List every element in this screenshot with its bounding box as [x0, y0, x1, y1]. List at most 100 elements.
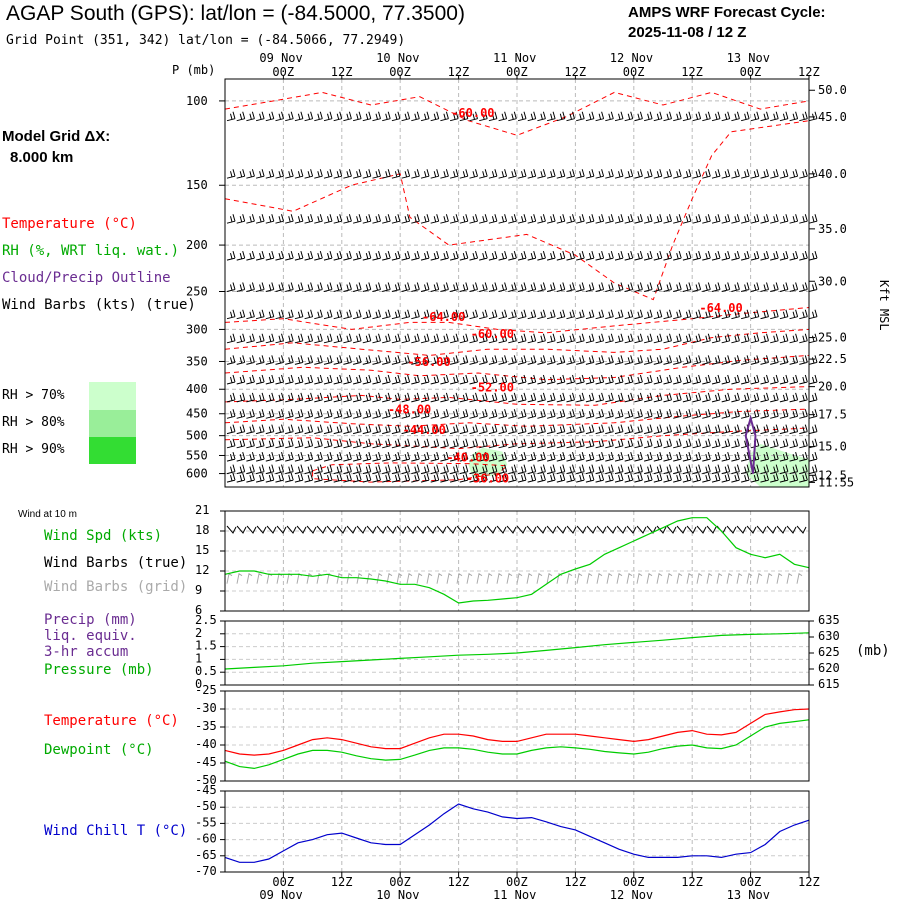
value-tick-label: -40 — [195, 737, 217, 751]
panel-frame — [224, 510, 810, 612]
top-day-label: 09 Nov — [259, 51, 302, 65]
value-tick-label: -55 — [195, 815, 217, 829]
top-hour-label: 00Z — [506, 65, 528, 79]
top-hour-label: 12Z — [681, 65, 703, 79]
temperature-label: -40.00 — [446, 450, 489, 464]
temperature-label: -60.00 — [451, 106, 494, 120]
model-grid-value: 8.000 km — [10, 149, 74, 166]
temperature-label: -64.00 — [699, 301, 742, 315]
wind-barb-row — [226, 472, 818, 483]
pressure-tick-right-label: 620 — [818, 661, 840, 675]
wind10m-title: Wind at 10 m — [18, 509, 77, 520]
wind-barbs — [226, 333, 818, 344]
bottom-hour-label: 00Z — [389, 875, 411, 889]
rh-bin-label: RH > 80% — [2, 415, 65, 430]
bottom-hour-label: 12Z — [448, 875, 470, 889]
legend-cloud: Cloud/Precip Outline — [2, 270, 171, 286]
rh-bin-swatch — [89, 382, 136, 410]
value-tick-label: -45 — [195, 783, 217, 797]
wind-barb-row — [226, 355, 818, 365]
top-day-label: 12 Nov — [610, 51, 653, 65]
temperature-isotherm — [224, 354, 810, 381]
pressure-tick-label: 100 — [186, 94, 208, 108]
rh-bin-label: RH > 90% — [2, 442, 65, 457]
wind-barbs-true — [226, 525, 807, 534]
pressure-tick-label: 300 — [186, 322, 208, 336]
wind-barb-row — [226, 464, 818, 475]
wind-barb-row — [226, 214, 818, 224]
temperature-label: Temperature (°C) — [44, 713, 179, 729]
value-tick-label: -50 — [195, 773, 217, 787]
pressure-tick-right-label: 630 — [818, 629, 840, 643]
legend-wind-barbs: Wind Barbs (kts) (true) — [2, 297, 196, 313]
pressure-axis-title: P (mb) — [172, 63, 215, 77]
temperature-isotherm — [224, 427, 810, 450]
forecast-cycle: AMPS WRF Forecast Cycle: 2025-11-08 / 12… — [628, 3, 826, 43]
temperature-line — [224, 708, 810, 756]
pressure-tick-label: 450 — [186, 407, 208, 421]
pressure-tick-label: 600 — [186, 467, 208, 481]
pressure-tick-label: 500 — [186, 429, 208, 443]
bottom-day-label: 12 Nov — [610, 888, 653, 900]
top-day-label: 10 Nov — [376, 51, 419, 65]
wind-barb-row — [226, 374, 818, 385]
bottom-day-label: 13 Nov — [727, 888, 770, 900]
temperature-label: -44.00 — [403, 423, 446, 437]
wind-chill-label: Wind Chill T (°C) — [44, 823, 188, 839]
height-tick-label: 12.5 — [818, 468, 847, 482]
pressure-tick-label: 400 — [186, 382, 208, 396]
panel-background — [225, 791, 809, 872]
bottom-hour-label: 00Z — [506, 875, 528, 889]
value-tick-label: 0 — [195, 677, 202, 691]
wind-barb-row — [226, 392, 818, 403]
dewpoint-line — [224, 719, 810, 770]
top-hour-label: 00Z — [272, 65, 294, 79]
height-tick-label: 35.0 — [818, 222, 847, 236]
wind-barb-row — [226, 333, 818, 344]
value-tick-label: 2.5 — [195, 613, 217, 627]
value-tick-label: 15 — [195, 543, 209, 557]
wind-barbs — [226, 282, 818, 292]
value-tick-label: 2 — [195, 626, 202, 640]
height-tick-label: 15.0 — [818, 440, 847, 454]
value-tick-label: 9 — [195, 583, 202, 597]
bottom-hour-label: 12Z — [331, 875, 353, 889]
station-title: AGAP South (GPS): lat/lon = (-84.5000, 7… — [6, 2, 465, 25]
pressure-tick-right-label: 635 — [818, 613, 840, 627]
height-tick-label: 30.0 — [818, 274, 847, 288]
top-hour-label: 12Z — [564, 65, 586, 79]
top-hour-label: 12Z — [798, 65, 820, 79]
forecast-cycle-label: AMPS WRF Forecast Cycle: — [628, 4, 826, 21]
bottom-hour-label: 00Z — [740, 875, 762, 889]
wind-barbs — [226, 472, 818, 483]
value-tick-label: 0.5 — [195, 664, 217, 678]
value-tick-label: -65 — [195, 848, 217, 862]
value-tick-label: -35 — [195, 719, 217, 733]
height-tick-label: 40.0 — [818, 167, 847, 181]
height-tick-label: 22.5 — [818, 352, 847, 366]
wind-barb-row — [226, 169, 818, 179]
wind-barbs — [226, 355, 818, 365]
bottom-day-label: 09 Nov — [259, 888, 302, 900]
rh-bin-swatch — [89, 410, 136, 437]
bottom-day-label: 11 Nov — [493, 888, 536, 900]
wind-barbs — [226, 409, 818, 419]
height-tick-label: 17.5 — [818, 408, 847, 422]
wind-barbs — [226, 464, 818, 475]
legend-rh: RH (%, WRT liq. wat.) — [2, 243, 180, 259]
pressure-tick-label: 350 — [186, 354, 208, 368]
value-tick-label: -25 — [195, 683, 217, 697]
rh-bin-swatch — [89, 437, 136, 464]
value-tick-label: -30 — [195, 701, 217, 715]
wind-barbs — [226, 392, 818, 403]
value-tick-label: -45 — [195, 755, 217, 769]
pressure-tick-label: 150 — [186, 178, 208, 192]
value-tick-label: 18 — [195, 523, 209, 537]
pressure-tick-label: 250 — [186, 284, 208, 298]
temperature-label: -48.00 — [388, 403, 431, 417]
pressure-tick-label: 200 — [186, 238, 208, 252]
height-tick-label: 50.0 — [818, 83, 847, 97]
wind-barbs — [226, 111, 818, 122]
wind-barb-row — [226, 250, 818, 261]
